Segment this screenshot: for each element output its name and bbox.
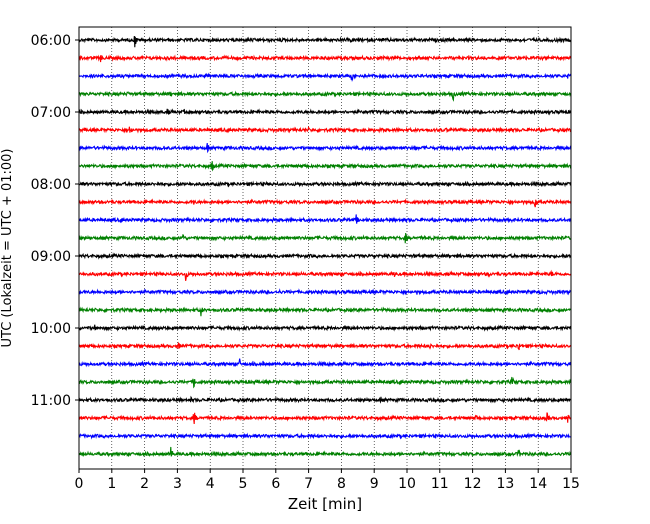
x-tick-label-12: 12 xyxy=(464,476,482,492)
trace-4 xyxy=(78,90,572,102)
trace-22 xyxy=(78,412,572,425)
y-tick-label-10:00: 10:00 xyxy=(31,321,71,337)
y-tick-label-11:00: 11:00 xyxy=(31,393,71,409)
y-tick-label-07:00: 07:00 xyxy=(31,105,71,121)
x-tick-label-8: 8 xyxy=(337,476,346,492)
x-tick-label-14: 14 xyxy=(529,476,547,492)
x-tick-label-3: 3 xyxy=(173,476,182,492)
trace-layer xyxy=(78,35,572,458)
axis-layer: 0 1 2 3 4 5 6 7 8 9 10 11 12 13 14 1506:0007:0008:0009:… xyxy=(31,33,580,492)
x-tick-label-13: 13 xyxy=(496,476,514,492)
trace-21 xyxy=(78,395,571,404)
trace-17 xyxy=(78,324,572,332)
trace-5 xyxy=(78,108,572,116)
x-tick-label-2: 2 xyxy=(140,476,149,492)
x-tick-label-11: 11 xyxy=(431,476,449,492)
trace-8 xyxy=(78,161,572,172)
y-axis-label: UTC (Lokalzeit = UTC + 01:00) xyxy=(0,149,15,348)
x-tick-label-5: 5 xyxy=(239,476,248,492)
y-tick-label-06:00: 06:00 xyxy=(31,33,71,49)
trace-18 xyxy=(78,341,572,351)
trace-11 xyxy=(78,214,571,224)
y-tick-label-08:00: 08:00 xyxy=(31,177,71,193)
trace-23 xyxy=(78,432,572,440)
x-tick-label-4: 4 xyxy=(206,476,215,492)
trace-2 xyxy=(78,54,572,63)
trace-7 xyxy=(78,142,572,154)
y-tick-label-09:00: 09:00 xyxy=(31,249,71,265)
trace-14 xyxy=(78,269,572,281)
trace-12 xyxy=(78,233,572,244)
trace-19 xyxy=(78,358,572,368)
trace-13 xyxy=(78,252,572,260)
trace-24 xyxy=(78,446,572,458)
trace-3 xyxy=(78,72,572,82)
x-tick-label-9: 9 xyxy=(370,476,379,492)
x-tick-label-7: 7 xyxy=(304,476,313,492)
trace-6 xyxy=(78,126,572,134)
plot-frame xyxy=(78,26,572,470)
trace-20 xyxy=(78,376,572,389)
trace-16 xyxy=(78,306,572,317)
x-tick-label-0: 0 xyxy=(75,476,84,492)
x-tick-label-15: 15 xyxy=(562,476,580,492)
trace-1 xyxy=(78,35,571,48)
x-tick-label-6: 6 xyxy=(271,476,280,492)
trace-15 xyxy=(78,288,572,296)
trace-10 xyxy=(78,198,572,208)
x-tick-label-10: 10 xyxy=(398,476,416,492)
trace-9 xyxy=(78,180,572,188)
x-tick-label-1: 1 xyxy=(107,476,116,492)
x-axis-label: Zeit [min] xyxy=(288,495,362,513)
